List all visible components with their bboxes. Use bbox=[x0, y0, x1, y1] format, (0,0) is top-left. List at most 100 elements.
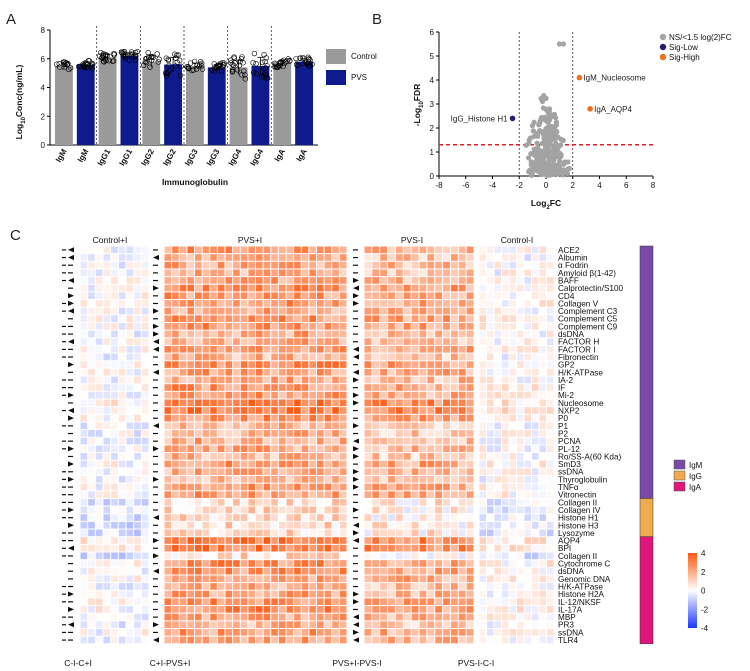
heatmap-cell bbox=[372, 445, 380, 453]
heatmap-cell bbox=[95, 598, 103, 606]
heatmap-cell bbox=[380, 636, 388, 644]
heatmap-cell bbox=[278, 621, 286, 628]
heatmap-cell bbox=[278, 307, 286, 315]
heatmap-cell bbox=[164, 590, 172, 598]
heatmap-cell bbox=[427, 521, 435, 529]
heatmap-cell bbox=[240, 621, 248, 628]
heatmap-cell bbox=[217, 544, 225, 552]
heatmap-cell bbox=[271, 368, 278, 376]
heatmap-cell bbox=[372, 361, 380, 368]
heatmap-cell bbox=[324, 560, 332, 567]
row-label: Albumin bbox=[558, 254, 588, 263]
contrast-marker-dash bbox=[153, 432, 158, 435]
heatmap-cell bbox=[458, 529, 466, 537]
heatmap-cell bbox=[126, 368, 134, 376]
heatmap-cell bbox=[118, 430, 126, 437]
heatmap-cell bbox=[524, 514, 531, 521]
data-point bbox=[126, 57, 133, 63]
heatmap-cell bbox=[271, 376, 278, 384]
heatmap-cell bbox=[487, 552, 494, 560]
heatmap-cell bbox=[547, 445, 554, 453]
heatmap-cell bbox=[179, 560, 187, 567]
isotype-legend-label: IgM bbox=[689, 461, 703, 470]
heatmap-cell bbox=[233, 476, 240, 483]
heatmap-cell bbox=[233, 353, 240, 361]
heatmap-cell bbox=[118, 621, 126, 628]
heatmap-cell bbox=[517, 437, 524, 445]
heatmap-cell bbox=[80, 330, 88, 338]
contrast-marker-dash bbox=[62, 249, 66, 251]
heatmap-cell bbox=[172, 460, 179, 468]
y-axis-label: Log10Conc(ng/mL) bbox=[14, 65, 27, 140]
contrast-marker-arrow bbox=[353, 599, 359, 605]
heatmap-cell bbox=[466, 300, 474, 307]
heatmap-cell bbox=[141, 284, 149, 292]
heatmap-cell bbox=[411, 407, 419, 414]
heatmap-cell bbox=[88, 552, 95, 560]
heatmap-cell bbox=[502, 376, 509, 384]
data-point bbox=[154, 51, 160, 57]
heatmap-cell bbox=[458, 254, 466, 261]
heatmap-cell bbox=[487, 330, 494, 338]
heatmap-cell bbox=[532, 323, 539, 330]
heatmap-cell bbox=[164, 376, 172, 384]
heatmap-cell bbox=[233, 399, 240, 407]
heatmap-cell bbox=[411, 598, 419, 606]
heatmap-cell bbox=[466, 384, 474, 391]
heatmap-cell bbox=[547, 345, 554, 353]
heatmap-cell bbox=[309, 560, 316, 567]
heatmap-cell bbox=[248, 277, 255, 284]
point-annotation: IgA_AQP4 bbox=[594, 105, 632, 114]
heatmap-cell bbox=[134, 269, 141, 277]
heatmap-cell bbox=[395, 277, 403, 284]
heatmap-cell bbox=[278, 261, 286, 269]
heatmap-cell bbox=[202, 590, 210, 598]
heatmap-cell bbox=[126, 399, 134, 407]
heatmap-cell bbox=[301, 414, 309, 422]
heatmap-cell bbox=[103, 323, 111, 330]
heatmap-cell bbox=[380, 468, 388, 475]
heatmap-cell bbox=[286, 338, 294, 345]
heatmap-cell bbox=[317, 345, 324, 353]
heatmap-cell bbox=[466, 246, 474, 254]
heatmap-cell bbox=[134, 590, 141, 598]
heatmap-cell bbox=[539, 246, 546, 254]
heatmap-cell bbox=[301, 345, 309, 353]
heatmap-cell bbox=[539, 338, 546, 345]
heatmap-cell bbox=[187, 384, 194, 391]
heatmap-cell bbox=[419, 323, 427, 330]
heatmap-cell bbox=[364, 613, 372, 621]
heatmap-cell bbox=[301, 284, 309, 292]
heatmap-cell bbox=[294, 636, 301, 644]
heatmap-cell bbox=[524, 284, 531, 292]
heatmap-cell bbox=[88, 629, 95, 636]
heatmap-cell bbox=[134, 483, 141, 491]
heatmap-cell bbox=[301, 544, 309, 552]
heatmap-cell bbox=[443, 621, 450, 628]
contrast-marker-dash bbox=[62, 532, 66, 534]
heatmap-cell bbox=[187, 376, 194, 384]
heatmap-cell bbox=[95, 414, 103, 422]
heatmap-cell bbox=[80, 590, 88, 598]
heatmap-cell bbox=[339, 498, 347, 506]
heatmap-cell bbox=[271, 338, 278, 345]
heatmap-cell bbox=[118, 399, 126, 407]
heatmap-cell bbox=[202, 506, 210, 514]
heatmap-cell bbox=[487, 606, 494, 613]
heatmap-cell bbox=[111, 368, 118, 376]
heatmap-cell bbox=[419, 414, 427, 422]
heatmap-cell bbox=[388, 292, 395, 300]
heatmap-cell bbox=[509, 345, 516, 353]
heatmap-cell bbox=[502, 567, 509, 575]
heatmap-cell bbox=[380, 384, 388, 391]
contrast-marker-dash bbox=[62, 387, 66, 389]
y-tick-label: 5 bbox=[430, 52, 435, 61]
heatmap-cell bbox=[502, 583, 509, 590]
heatmap-cell bbox=[225, 598, 233, 606]
heatmap-cell bbox=[524, 307, 531, 315]
heatmap-cell bbox=[195, 391, 202, 399]
heatmap-cell bbox=[202, 284, 210, 292]
heatmap-cell bbox=[403, 254, 411, 261]
heatmap-cell bbox=[509, 514, 516, 521]
heatmap-cell bbox=[141, 575, 149, 583]
